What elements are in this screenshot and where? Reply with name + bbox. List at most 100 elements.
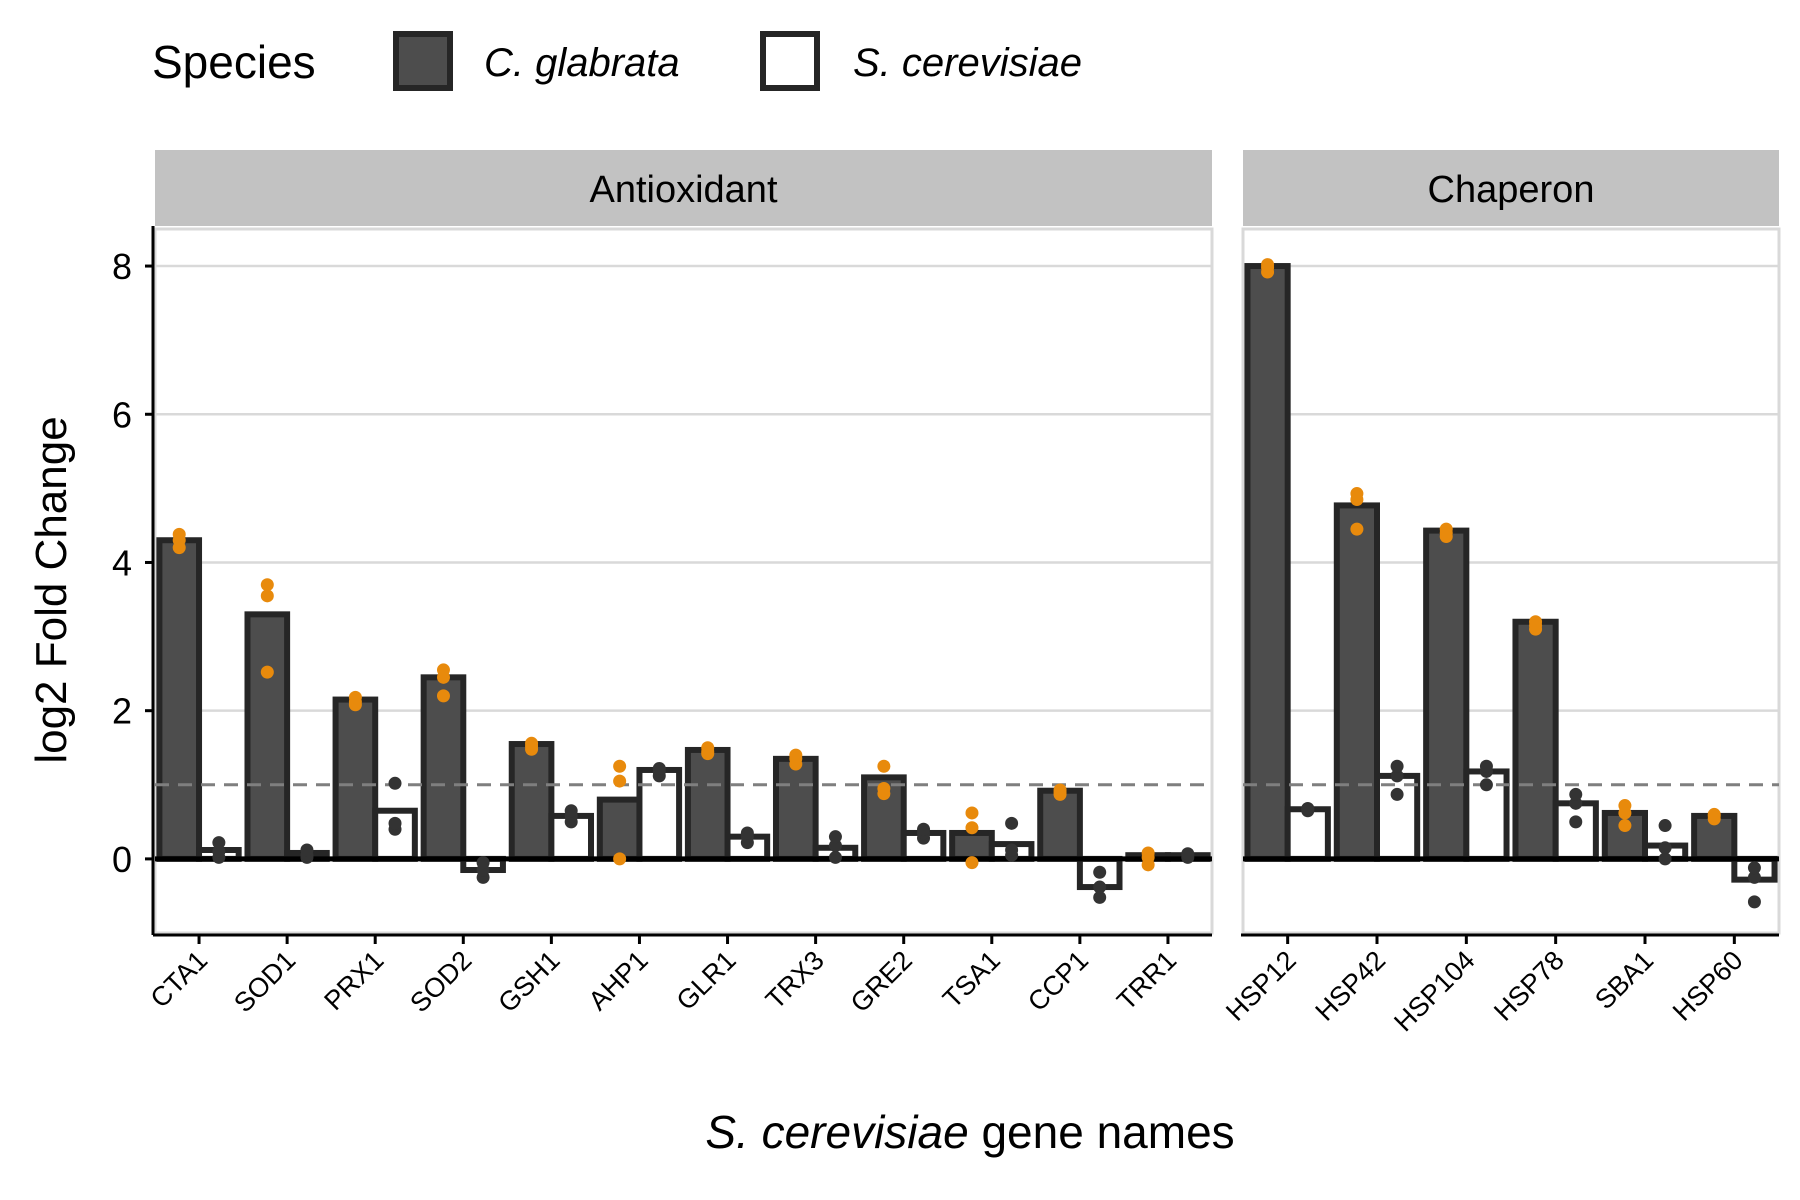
point-glr1-s-cerevisiae [740,826,754,840]
point-ccp1-s-cerevisiae [1093,880,1107,894]
point-hsp60-c-glabrata [1707,807,1721,821]
point-hsp42-s-cerevisiae [1390,787,1404,801]
point-hsp42-c-glabrata [1350,522,1364,536]
point-hsp42-c-glabrata [1350,487,1364,501]
point-hsp78-s-cerevisiae [1569,796,1583,810]
point-hsp12-s-cerevisiae [1301,802,1315,816]
y-axis-ticks: 0 2 4 6 8 [112,246,153,880]
point-trx3-s-cerevisiae [828,850,842,864]
x-tick-label-tsa1: TSA1 [937,945,1006,1014]
point-trx3-c-glabrata [789,748,803,762]
y-tick-label: 2 [112,691,132,732]
strip-antioxidant [155,150,1212,226]
point-hsp104-c-glabrata [1439,522,1453,536]
point-tsa1-c-glabrata [965,806,979,820]
legend-label-c-glabrata: C. glabrata [484,41,680,85]
point-hsp42-s-cerevisiae [1390,759,1404,773]
point-sba1-c-glabrata [1618,819,1632,833]
y-tick-label: 4 [112,542,132,583]
point-hsp60-s-cerevisiae [1747,895,1761,909]
point-sod1-c-glabrata [260,665,274,679]
panel-border [153,227,1214,935]
bar-hsp42-c-glabrata [1333,502,1381,862]
x-axis-label-rest: gene names [969,1106,1235,1158]
point-tsa1-s-cerevisiae [1005,843,1019,857]
point-ccp1-s-cerevisiae [1093,890,1107,904]
x-tick-label-hsp42: HSP42 [1310,945,1392,1027]
strip-label: Antioxidant [589,169,777,211]
point-hsp78-s-cerevisiae [1569,787,1583,801]
y-tick-label: 6 [112,394,132,435]
bar-hsp104-c-glabrata [1423,527,1470,862]
point-hsp12-c-glabrata [1261,258,1275,272]
y-tick-label: 8 [112,246,132,287]
y-axis-label: log2 Fold Change [27,416,76,763]
point-sod2-c-glabrata [436,689,450,703]
point-cta1-s-cerevisiae [212,836,226,850]
point-prx1-s-cerevisiae [388,816,402,830]
point-ahp1-c-glabrata [613,852,627,866]
point-tsa1-s-cerevisiae [1005,816,1019,830]
point-hsp60-s-cerevisiae [1747,861,1761,875]
x-tick-label-sod1: SOD1 [228,945,301,1018]
x-axis-label: S. cerevisiae gene names [705,1106,1234,1158]
x-tick-label-hsp12: HSP12 [1220,945,1302,1027]
legend-label-s-cerevisiae: S. cerevisiae [853,41,1082,85]
y-tick-label: 0 [112,839,132,880]
point-sba1-s-cerevisiae [1658,852,1672,866]
point-prx1-s-cerevisiae [388,776,402,790]
x-tick-label-cta1: CTA1 [145,945,214,1014]
bar-hsp12-c-glabrata [1244,263,1291,862]
panel-antioxidant: Antioxidant CTA1 SOD1 PRX1 SOD2 GSH1 AHP1 GLR1 T… [145,150,1214,1018]
point-hsp104-s-cerevisiae [1479,759,1493,773]
point-trx3-s-cerevisiae [828,830,842,844]
x-tick-label-trr1: TRR1 [1111,945,1182,1016]
point-gre2-c-glabrata [877,781,891,795]
bar-ccp1-c-glabrata [1037,787,1083,862]
point-sod1-s-cerevisiae [300,843,314,857]
point-sod2-c-glabrata [436,663,450,677]
x-tick-label-trx3: TRX3 [760,945,830,1015]
x-tick-label-prx1: PRX1 [318,945,389,1016]
x-tick-label-glr1: GLR1 [671,945,742,1016]
point-hsp104-s-cerevisiae [1479,778,1493,792]
x-tick-label-ahp1: AHP1 [583,945,654,1016]
bar-trx3-c-glabrata [772,755,819,862]
strip-label: Chaperon [1428,169,1595,211]
point-hsp78-s-cerevisiae [1569,815,1583,829]
legend-key-s-cerevisiae [760,31,820,91]
bar-prx1-c-glabrata [332,696,379,862]
legend-title: Species [152,36,316,88]
x-axis-label-italic: S. cerevisiae [705,1106,968,1158]
strip-chaperon [1243,150,1779,226]
point-tsa1-c-glabrata [965,821,979,835]
point-ahp1-c-glabrata [613,759,627,773]
x-tick-label-hsp104: HSP104 [1388,945,1480,1037]
bar-cta1-c-glabrata [156,537,203,862]
bar-sod2-c-glabrata [420,674,467,862]
bar-gsh1-c-glabrata [508,741,555,862]
point-ahp1-s-cerevisiae [652,761,666,775]
point-prx1-c-glabrata [348,690,362,704]
point-gsh1-s-cerevisiae [564,804,578,818]
point-gre2-s-cerevisiae [917,822,931,836]
point-gsh1-c-glabrata [525,736,539,750]
point-ccp1-s-cerevisiae [1093,865,1107,879]
x-tick-label-hsp60: HSP60 [1667,945,1749,1027]
point-sod1-c-glabrata [260,578,274,592]
x-tick-label-gsh1: GSH1 [492,945,565,1018]
x-tick-label-sod2: SOD2 [404,945,477,1018]
legend: Species C. glabrata S. cerevisiae [152,31,1082,91]
point-hsp42-s-cerevisiae [1390,769,1404,783]
bar-ahp1-c-glabrata [596,796,643,862]
point-sba1-s-cerevisiae [1658,819,1672,833]
point-glr1-c-glabrata [701,741,715,755]
point-ccp1-c-glabrata [1053,783,1067,797]
x-tick-label-gre2: GRE2 [845,945,918,1018]
bar-hsp78-s-cerevisiae [1552,800,1599,862]
point-sod2-s-cerevisiae [476,856,490,870]
point-gre2-c-glabrata [877,759,891,773]
x-tick-label-hsp78: HSP78 [1488,945,1570,1027]
